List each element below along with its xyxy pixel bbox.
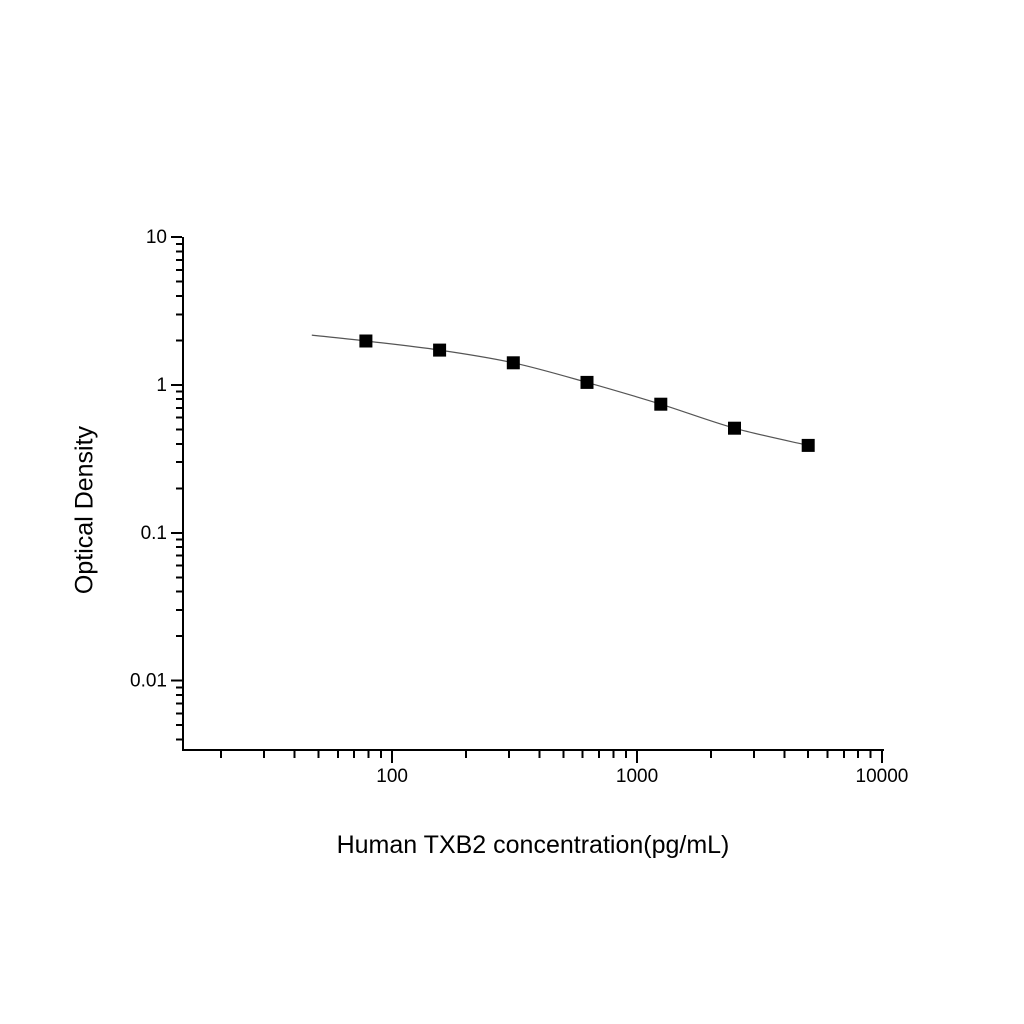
x-tick-label: 10000: [856, 766, 909, 787]
data-point-marker: [654, 397, 668, 411]
data-point-marker: [580, 375, 594, 389]
x-tick-label: 100: [376, 766, 408, 787]
x-tick-label: 1000: [616, 766, 658, 787]
data-point-marker: [801, 438, 815, 452]
y-tick-label: 0.01: [130, 671, 167, 692]
y-tick-label: 10: [146, 227, 167, 248]
x-axis-title: Human TXB2 concentration(pg/mL): [336, 831, 730, 859]
data-point-marker: [433, 343, 447, 357]
data-point-marker: [359, 334, 373, 348]
data-point-marker: [506, 356, 520, 370]
data-point-marker: [728, 421, 741, 435]
y-tick-label: 1: [156, 375, 167, 396]
y-axis-title: Optical Density: [70, 425, 99, 595]
y-tick-label: 0.1: [141, 523, 167, 544]
